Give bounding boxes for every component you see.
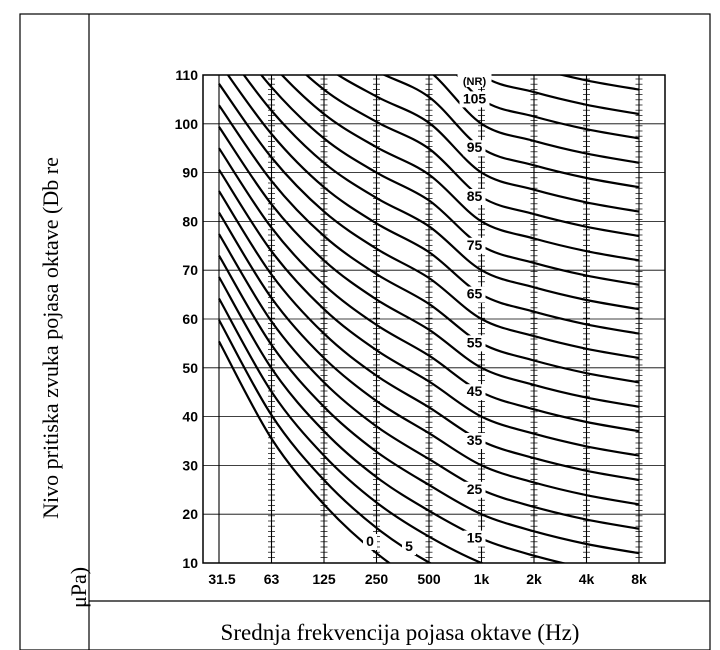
nr-label-5: 5	[405, 538, 413, 554]
legend-title-bg	[457, 74, 492, 87]
x-tick-label: 1k	[474, 571, 490, 587]
nr-label-bg	[402, 539, 416, 555]
nr-curve-35	[218, 190, 640, 482]
y-tick-label: 20	[182, 506, 198, 522]
nr-label-85: 85	[467, 188, 483, 204]
table-borders	[19, 13, 711, 650]
y-tick-label: 100	[175, 116, 199, 132]
nr-curve-30	[218, 212, 640, 506]
y-tick-label: 50	[182, 360, 198, 376]
y-axis-label: Nivo pritiska zvuka pojasa oktave (Db re	[38, 157, 63, 519]
x-tick-labels: 31.5 63 125 250 500 1k 2k 4k 8k	[208, 571, 647, 587]
x-tick-label: 125	[312, 571, 336, 587]
nr-label-105: 105	[463, 90, 487, 106]
x-axis-label: Srednja frekvencija pojasa oktave (Hz)	[221, 620, 580, 645]
x-tick-label: 8k	[631, 571, 647, 587]
nr-curve-40	[218, 169, 640, 457]
nr-label-55: 55	[467, 334, 483, 350]
nr-label-95: 95	[467, 139, 483, 155]
nr-label-bg	[463, 237, 486, 254]
nr-curve-55	[218, 104, 640, 384]
nr-curve-115	[557, 75, 640, 91]
table-outer-border	[19, 13, 711, 650]
nr-curve-45	[218, 147, 640, 433]
nr-curve-105	[455, 75, 640, 140]
y-tick-label: 40	[182, 409, 198, 425]
nr-label-bg	[463, 384, 486, 401]
nr-curve-85	[304, 75, 640, 238]
x-tick-label: 2k	[526, 571, 542, 587]
grid-lines	[203, 74, 665, 564]
nr-label-35: 35	[467, 432, 483, 448]
nr-label-bg	[463, 433, 486, 449]
nr-label-65: 65	[467, 286, 483, 302]
nr-curve-50	[218, 126, 640, 408]
y-tick-label: 110	[175, 67, 198, 83]
nr-label-15: 15	[467, 530, 483, 546]
y-tick-label: 60	[182, 311, 198, 327]
nr-curve-0	[218, 340, 392, 563]
y-tick-label: 10	[182, 555, 198, 571]
y-tick-label: 70	[182, 262, 198, 278]
x-tick-label: 500	[417, 571, 441, 587]
nr-curve-10	[218, 297, 485, 563]
nr-label-bg	[459, 91, 490, 108]
x-tick-label: 4k	[579, 571, 595, 587]
nr-label-75: 75	[467, 237, 483, 253]
nr-curve-15	[218, 276, 568, 563]
nr-curve-25	[218, 233, 640, 530]
nr-curve-75	[259, 75, 640, 286]
nr-label-0: 0	[366, 533, 374, 549]
y-tick-label: 30	[182, 457, 198, 473]
nr-label-bg	[363, 534, 377, 550]
nr-curve-60	[218, 83, 640, 360]
y-tick-labels: 10 20 30 40 50 60 70 80 90 100 110	[175, 67, 199, 571]
nr-label-25: 25	[467, 481, 483, 497]
nr-label-45: 45	[467, 383, 483, 399]
x-tick-label: 31.5	[208, 571, 235, 587]
y-tick-label: 90	[182, 165, 198, 181]
nr-curve-100	[431, 75, 640, 164]
nr-curve-90	[336, 75, 640, 213]
nr-label-bg	[463, 335, 486, 352]
nr-curve-95	[381, 75, 640, 189]
nr-label-bg	[463, 481, 486, 498]
nr-curve-70	[242, 75, 640, 311]
y-axis-label-group: Nivo pritiska zvuka pojasa oktave (Db re…	[38, 157, 91, 608]
nr-curve-110	[479, 75, 640, 116]
nr-curve-20	[218, 255, 640, 555]
nr-label-bg	[463, 286, 486, 303]
nr-label-bg	[463, 530, 486, 547]
y-tick-label: 80	[182, 213, 198, 229]
y-axis-label-continued: μPa)	[66, 567, 91, 608]
x-tick-label: 250	[365, 571, 389, 587]
nr-curve-80	[280, 75, 640, 262]
x-tick-label: 63	[264, 571, 280, 587]
nr-curve-labels: 0 5 15 25 35 45 55 65 75 85 95 105	[363, 74, 492, 555]
nr-label-bg	[463, 189, 486, 205]
nr-label-bg	[463, 140, 486, 157]
legend-title: (NR)	[463, 76, 487, 88]
nr-curve-65	[226, 75, 640, 335]
